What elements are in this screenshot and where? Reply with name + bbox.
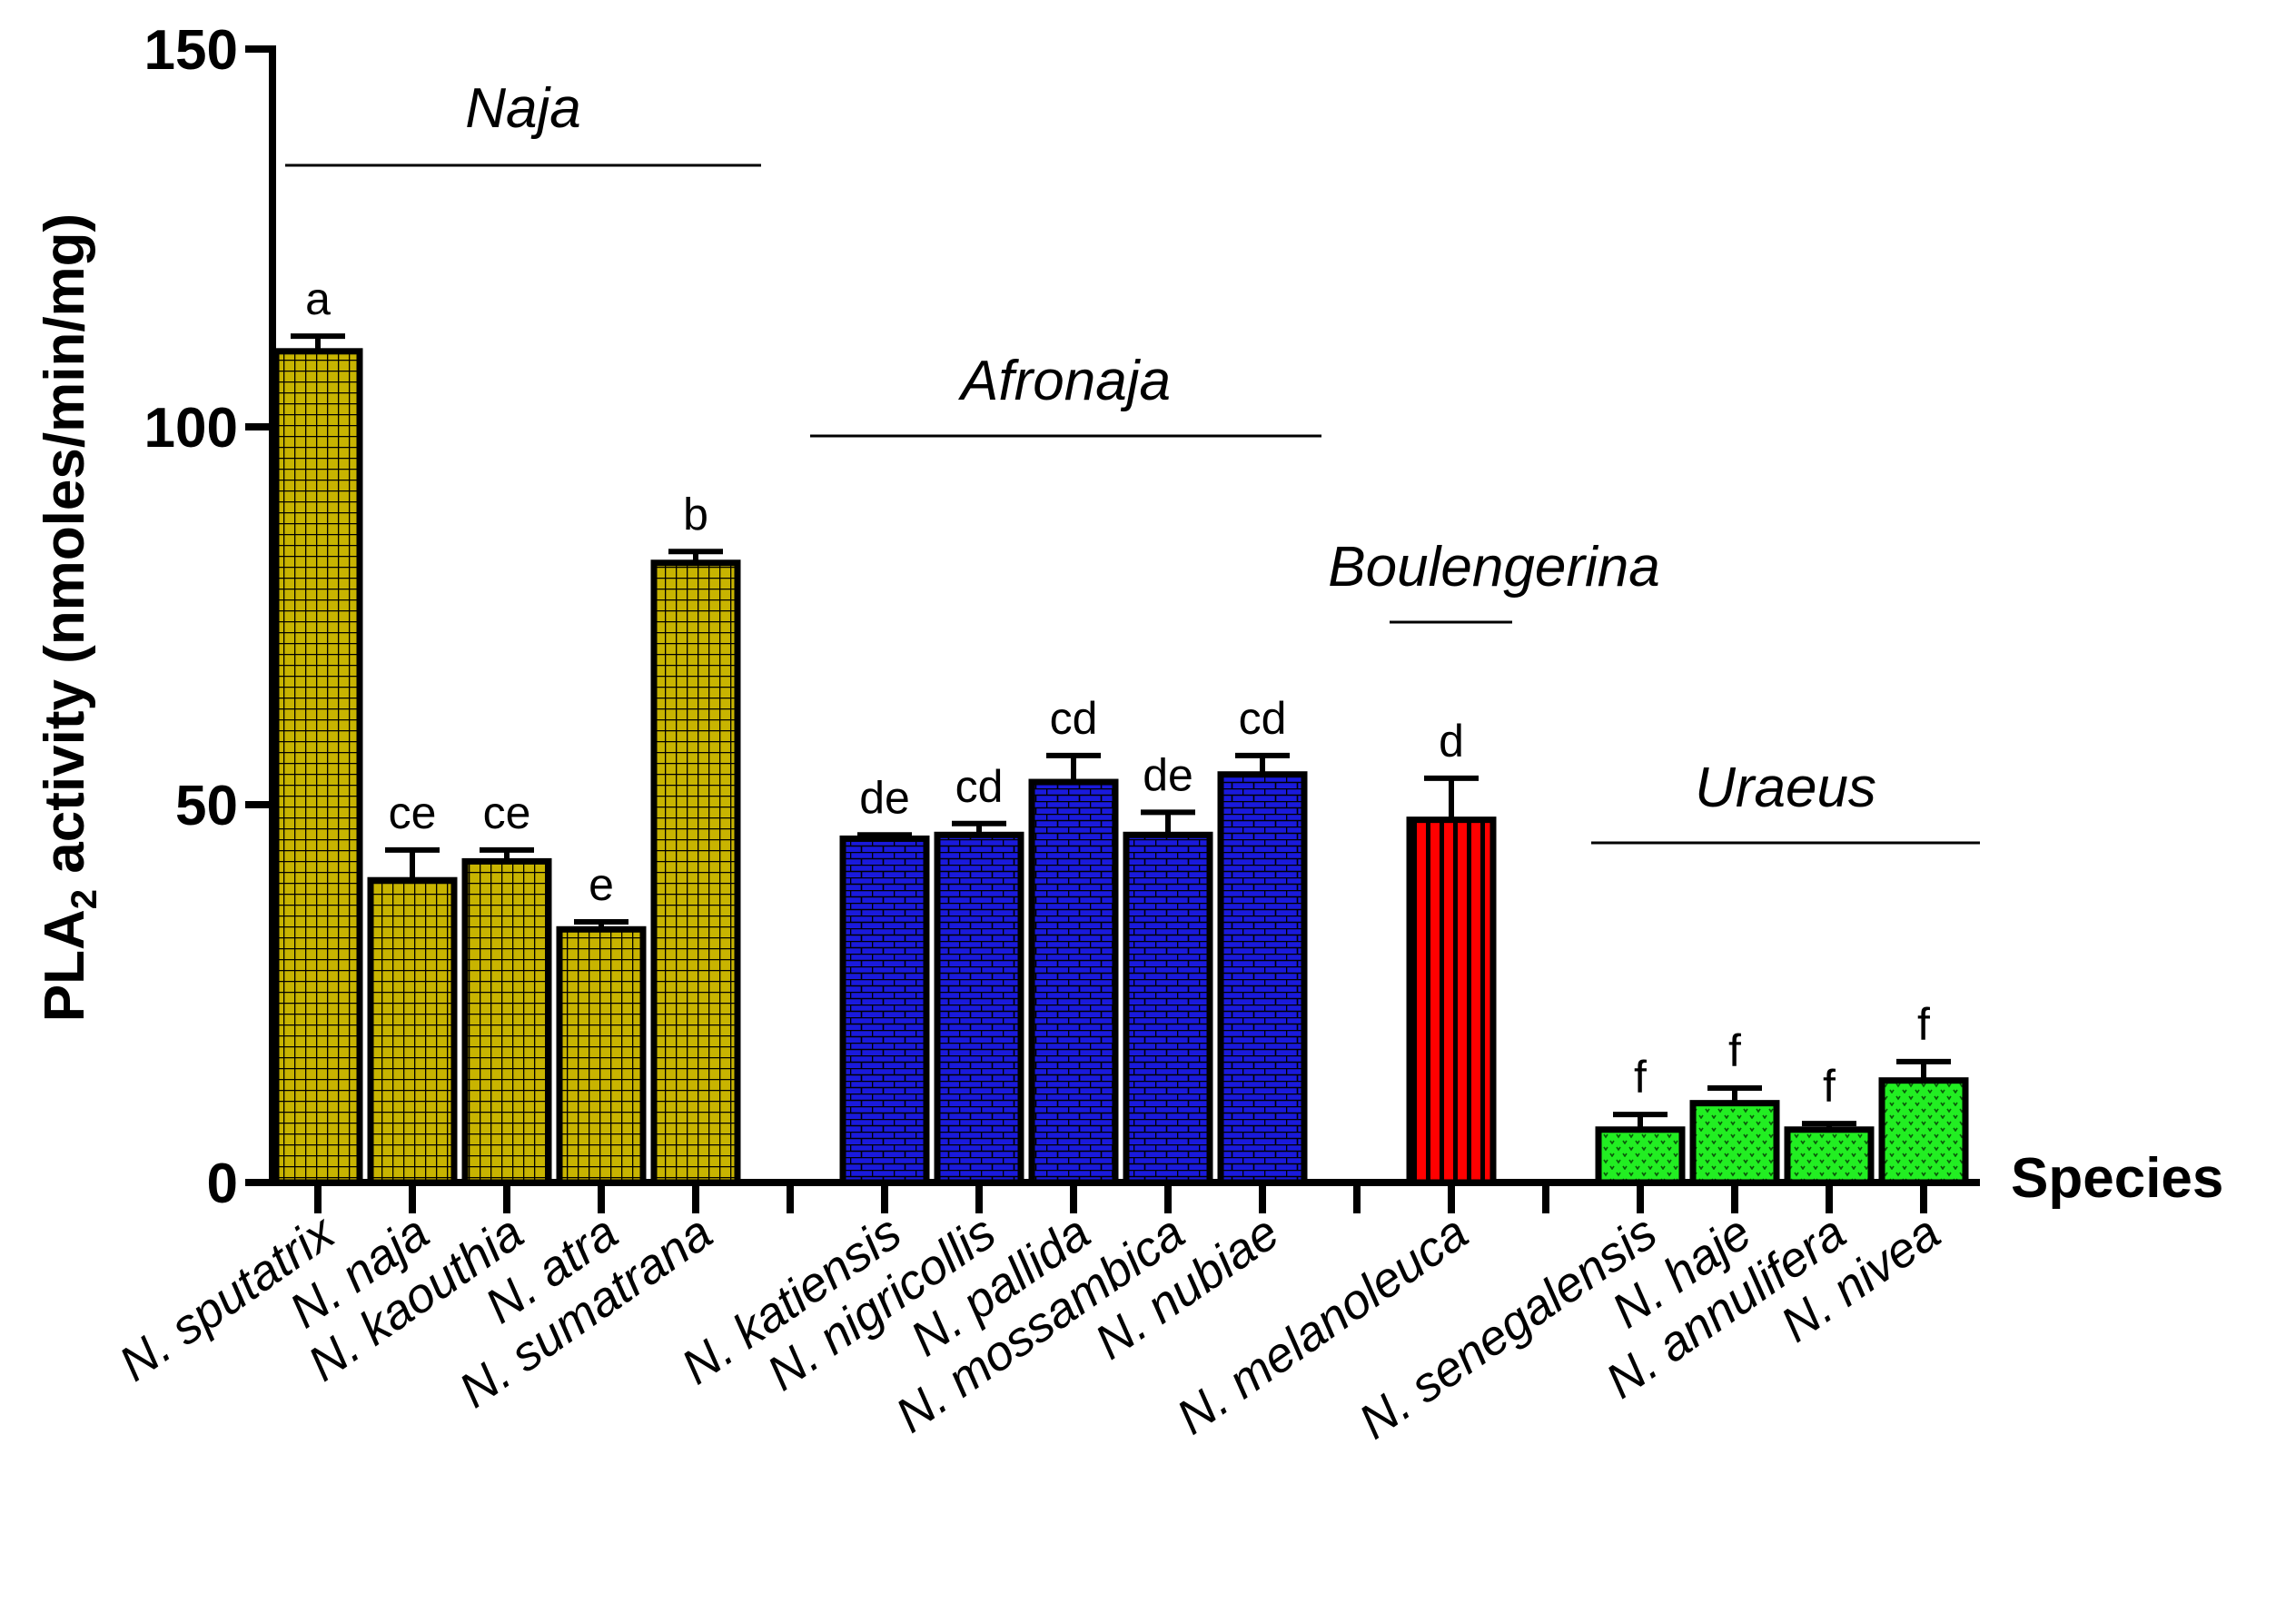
group-label: Uraeus [1695, 757, 1876, 819]
genus-groups: Naja Afronaja Boulengerina Uraeus [285, 77, 1980, 845]
bar [272, 348, 363, 1186]
significance-letter: f [1823, 1061, 1836, 1112]
y-tick-label: 150 [144, 19, 238, 82]
bar [650, 559, 741, 1186]
significance-letter: e [589, 859, 614, 910]
y-axis-label: PLA2 activity (nmoles/min/mg) [34, 213, 104, 1022]
group-label: Afronaja [957, 350, 1171, 412]
bar [934, 831, 1024, 1186]
y-tick-label: 50 [175, 775, 238, 837]
significance-letter: f [1728, 1025, 1741, 1076]
significance-letter: cd [955, 761, 1004, 812]
bar [1595, 1126, 1686, 1186]
group-label: Boulengerina [1328, 536, 1659, 599]
significance-letter: f [1917, 999, 1930, 1050]
x-axis-label: Species [2011, 1147, 2223, 1210]
y-ticks: 0 50 100 150 [144, 19, 272, 1215]
significance-letter: a [305, 273, 331, 324]
bar [1028, 778, 1119, 1186]
significance-letter: b [683, 489, 708, 539]
bar [461, 857, 552, 1186]
y-tick-label: 0 [207, 1153, 238, 1215]
x-ticks [314, 1183, 1927, 1213]
bar [839, 835, 930, 1186]
bar [1123, 831, 1213, 1186]
significance-letter: cd [1239, 693, 1287, 744]
y-tick-label: 100 [144, 397, 238, 460]
significance-letter: d [1439, 716, 1464, 767]
significance-letter: cd [1050, 693, 1098, 744]
bar [1217, 771, 1308, 1186]
group-label: Naja [465, 77, 581, 140]
bar [1784, 1126, 1875, 1186]
significance-letter: de [1143, 749, 1193, 800]
bar [1406, 816, 1497, 1186]
significance-letter: de [859, 772, 910, 823]
bar [556, 925, 647, 1186]
significance-letter: f [1634, 1052, 1647, 1103]
significance-letter: ce [389, 787, 437, 838]
bar [367, 876, 458, 1186]
bar [1878, 1077, 1969, 1186]
bar [1689, 1100, 1780, 1186]
significance-letter: ce [483, 787, 531, 838]
